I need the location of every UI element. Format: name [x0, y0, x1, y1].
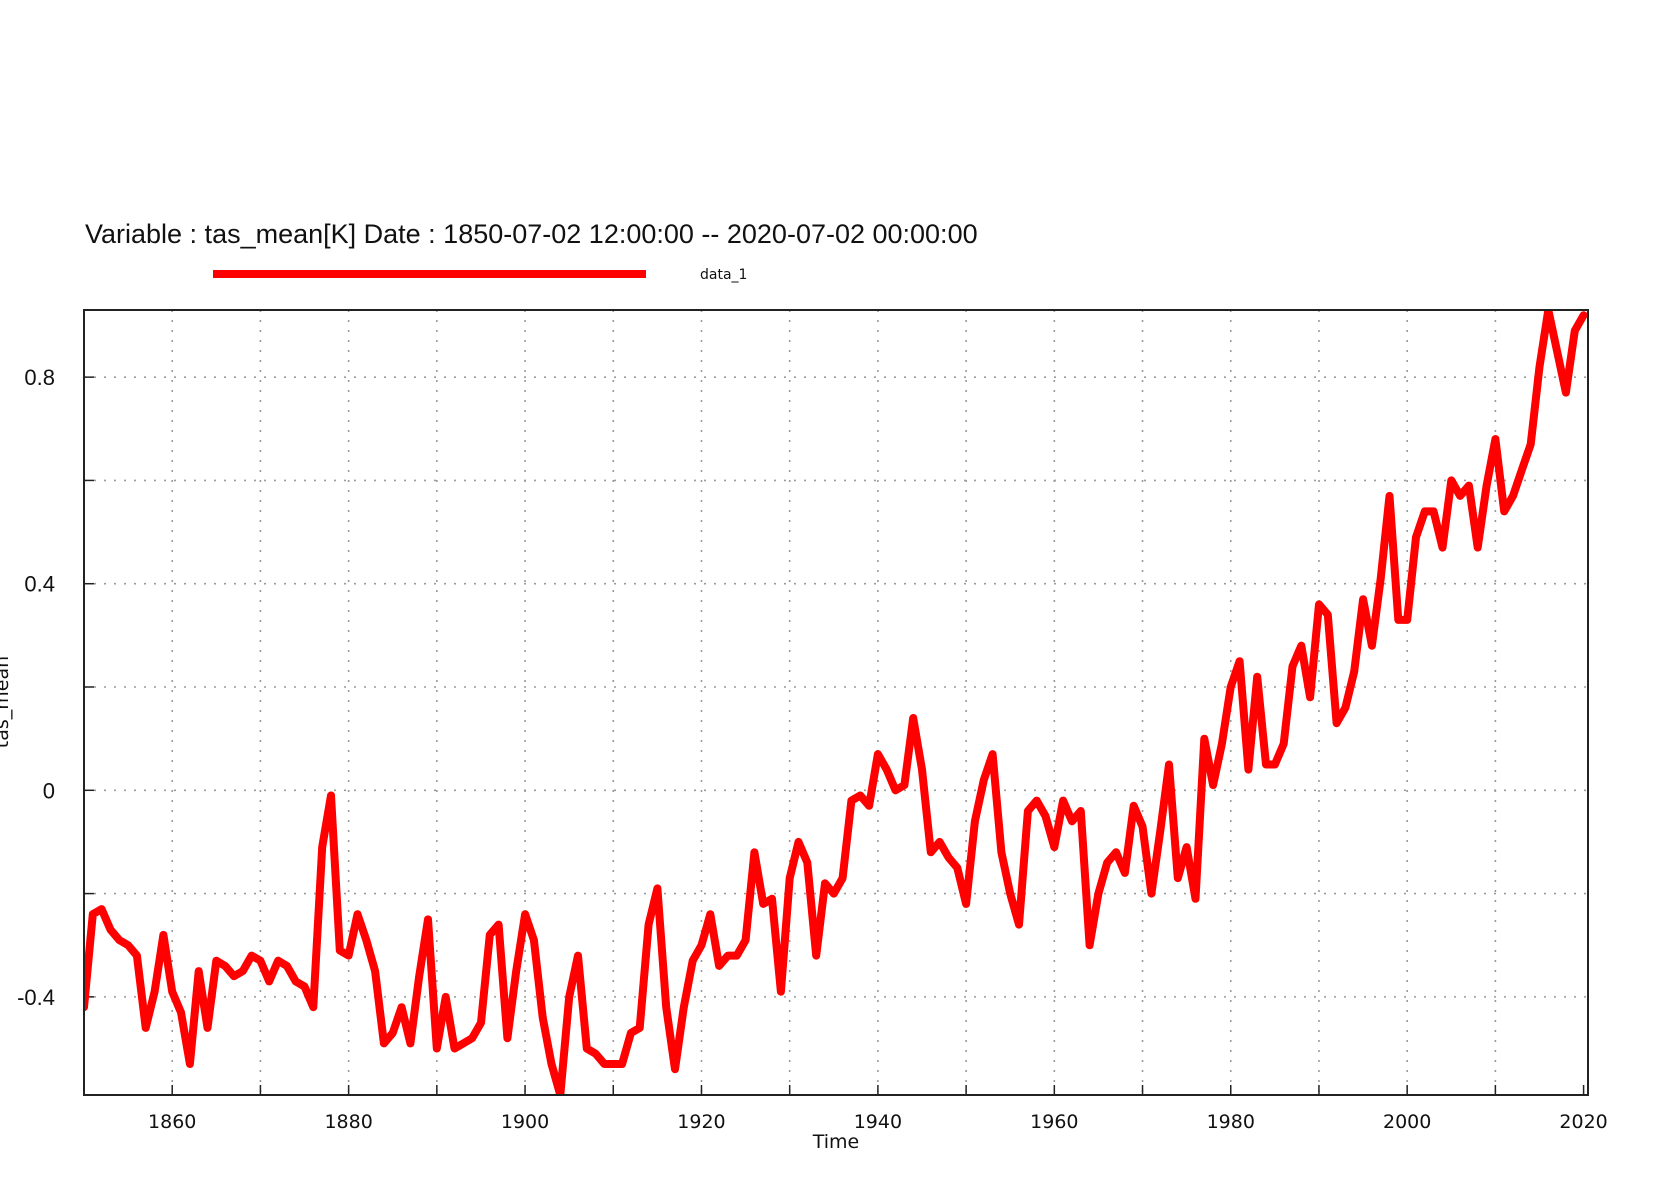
y-tick-label: 0	[43, 778, 55, 803]
plot-frame	[83, 309, 1589, 1096]
x-tick-label: 1860	[148, 1111, 196, 1133]
series-line-data_1	[84, 310, 1588, 1095]
x-tick-label: 2020	[1559, 1111, 1607, 1133]
legend-label-data_1: data_1	[700, 267, 747, 283]
plot-series-area	[84, 310, 1588, 1095]
x-tick-label: 1880	[324, 1111, 372, 1133]
grid	[84, 310, 1588, 1095]
y-tick-label: -0.4	[17, 985, 55, 1010]
x-tick-label: 1980	[1207, 1111, 1255, 1133]
legend: data_1	[213, 267, 747, 283]
y-tick-label: 0.4	[24, 572, 55, 597]
y-tick-labels: -0.4 0 0.4 0.8	[17, 365, 55, 1010]
x-tick-label: 2000	[1383, 1111, 1431, 1133]
x-axis-label: Time	[812, 1131, 860, 1153]
y-axis-label: tas_mean	[0, 656, 13, 748]
x-tick-label: 1960	[1030, 1111, 1078, 1133]
chart-title: Variable : tas_mean[K] Date : 1850-07-02…	[85, 219, 978, 249]
x-tick-labels: 1860 1880 1900 1920 1940 1960 1980 2000 2020	[148, 1111, 1608, 1133]
x-tick-label: 1920	[677, 1111, 725, 1133]
x-tick-label: 1940	[854, 1111, 902, 1133]
axis-ticks	[84, 376, 1585, 1095]
x-tick-label: 1900	[501, 1111, 549, 1133]
y-tick-label: 0.8	[24, 365, 55, 390]
